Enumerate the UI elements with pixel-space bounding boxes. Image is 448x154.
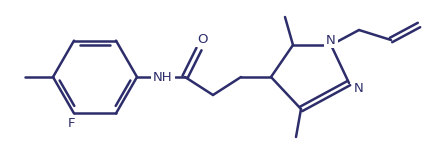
Text: NH: NH [153, 71, 173, 83]
Text: O: O [197, 32, 207, 45]
Text: F: F [68, 117, 76, 130]
Text: N: N [326, 34, 336, 47]
Text: N: N [354, 81, 364, 95]
